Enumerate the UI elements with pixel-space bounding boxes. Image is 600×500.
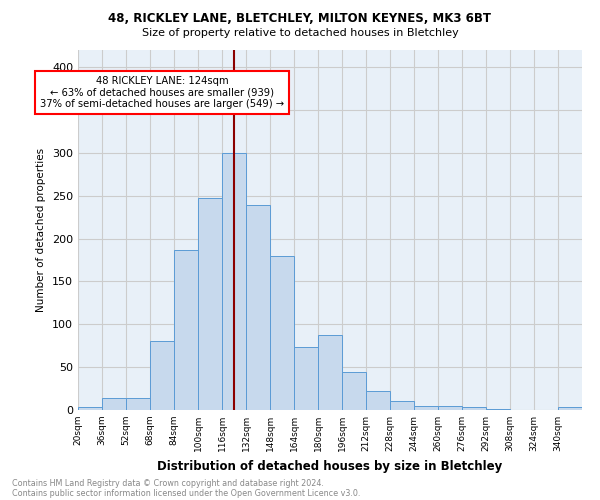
Bar: [462, 408, 486, 410]
Bar: [558, 408, 582, 410]
Bar: [294, 348, 318, 410]
Bar: [174, 250, 198, 410]
Bar: [222, 153, 246, 410]
Text: Contains HM Land Registry data © Crown copyright and database right 2024.: Contains HM Land Registry data © Crown c…: [12, 478, 324, 488]
Y-axis label: Number of detached properties: Number of detached properties: [37, 148, 46, 312]
Bar: [126, 398, 150, 410]
Bar: [414, 406, 438, 410]
Bar: [486, 409, 510, 410]
Bar: [342, 372, 366, 410]
Bar: [390, 402, 414, 410]
Bar: [102, 398, 126, 410]
Bar: [78, 406, 102, 410]
Text: 48 RICKLEY LANE: 124sqm
← 63% of detached houses are smaller (939)
37% of semi-d: 48 RICKLEY LANE: 124sqm ← 63% of detache…: [40, 76, 284, 109]
Bar: [198, 198, 222, 410]
X-axis label: Distribution of detached houses by size in Bletchley: Distribution of detached houses by size …: [157, 460, 503, 472]
Bar: [150, 342, 174, 410]
Bar: [246, 205, 270, 410]
Text: 48, RICKLEY LANE, BLETCHLEY, MILTON KEYNES, MK3 6BT: 48, RICKLEY LANE, BLETCHLEY, MILTON KEYN…: [109, 12, 491, 26]
Text: Contains public sector information licensed under the Open Government Licence v3: Contains public sector information licen…: [12, 488, 361, 498]
Text: Size of property relative to detached houses in Bletchley: Size of property relative to detached ho…: [142, 28, 458, 38]
Bar: [438, 406, 462, 410]
Bar: [318, 334, 342, 410]
Bar: [270, 256, 294, 410]
Bar: [366, 391, 390, 410]
